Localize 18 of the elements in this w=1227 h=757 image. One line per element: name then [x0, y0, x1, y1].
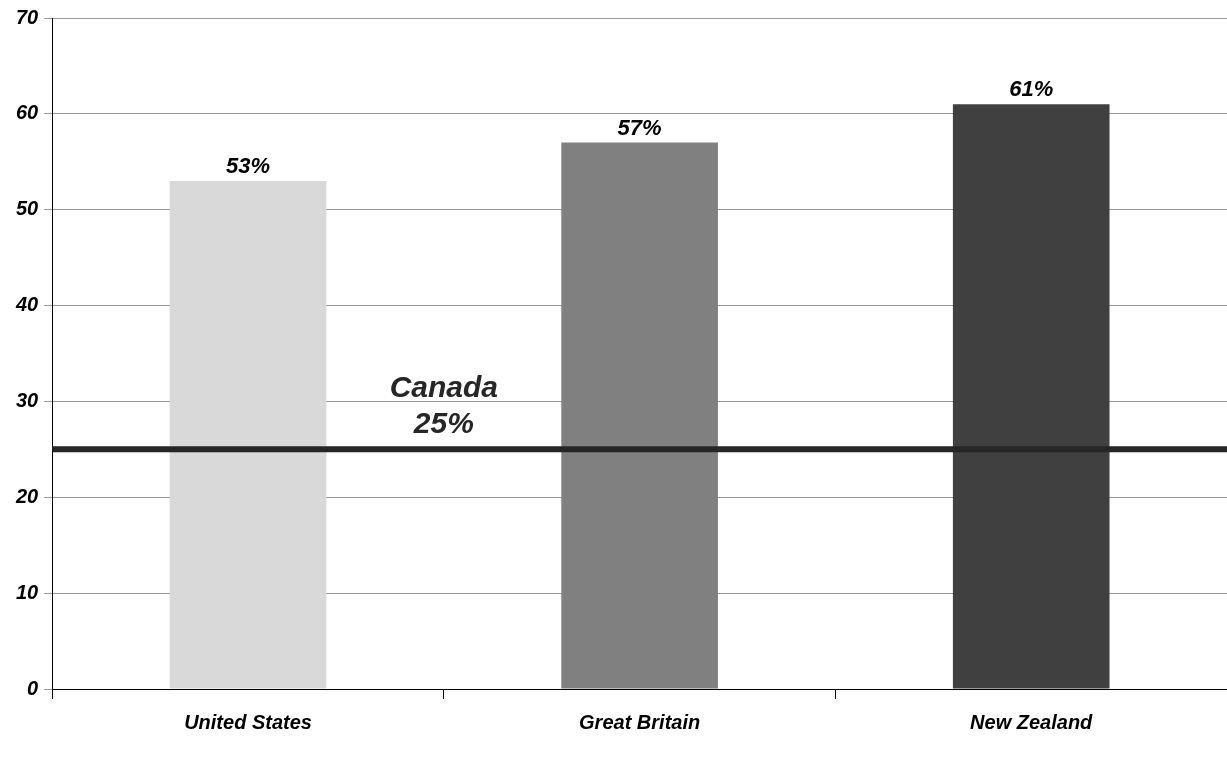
y-tick-label: 20: [15, 484, 39, 507]
x-tick-label: Great Britain: [579, 710, 701, 733]
x-tick-label: United States: [184, 710, 312, 733]
y-tick-label: 10: [16, 580, 39, 603]
y-tick-label: 30: [16, 388, 39, 411]
bar: [561, 142, 718, 689]
y-tick-label: 50: [16, 197, 39, 220]
ref-line-label: Canada 25%: [389, 369, 499, 439]
y-tick-label: 60: [16, 101, 39, 124]
data-label: 53%: [226, 153, 271, 179]
y-tick-label: 70: [16, 5, 39, 28]
data-label: 57%: [617, 114, 662, 140]
data-label: 61%: [1009, 76, 1054, 102]
y-tick-label: 40: [15, 293, 39, 316]
x-tick-label: New Zealand: [970, 710, 1094, 733]
bar: [952, 104, 1110, 689]
y-tick-label: 0: [27, 676, 39, 699]
bar: [169, 180, 327, 689]
